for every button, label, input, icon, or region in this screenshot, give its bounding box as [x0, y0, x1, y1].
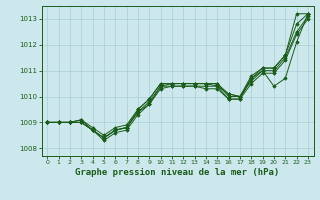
X-axis label: Graphe pression niveau de la mer (hPa): Graphe pression niveau de la mer (hPa) — [76, 168, 280, 177]
